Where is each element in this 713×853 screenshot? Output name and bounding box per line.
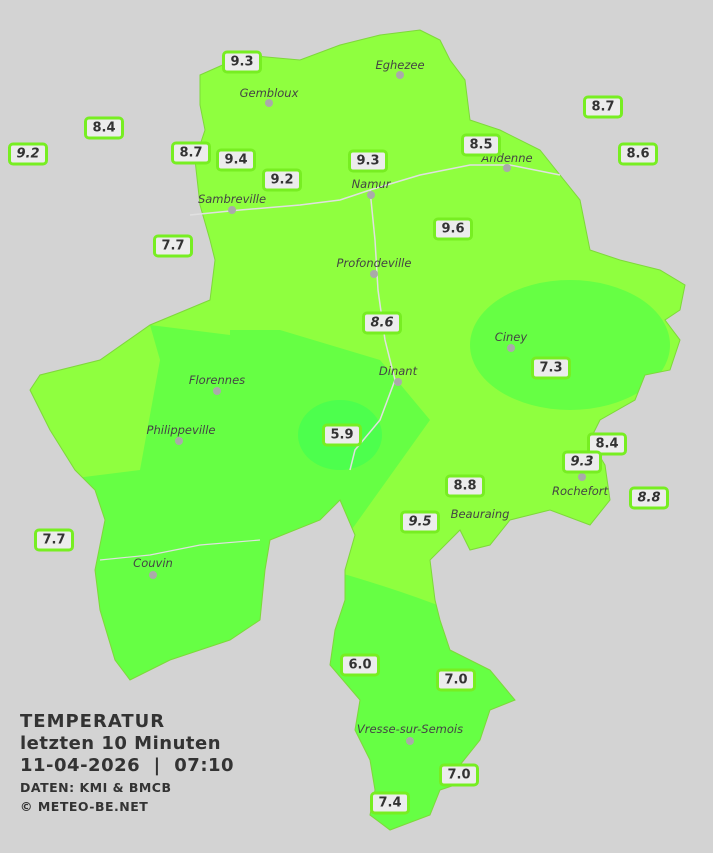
station-value: 9.3 — [222, 50, 262, 74]
legend-copyright: © METEO-BE.NET — [20, 799, 149, 814]
zone-mild-south — [320, 570, 520, 830]
station-value: 9.6 — [433, 217, 473, 241]
city-label: Gembloux — [239, 86, 299, 100]
city-label: Philippeville — [146, 423, 216, 437]
city-dot — [370, 270, 378, 278]
city-dot — [228, 206, 236, 214]
city-label: Profondeville — [336, 256, 412, 270]
legend-datetime: 11-04-2026 | 07:10 — [20, 755, 235, 776]
station-value: 7.0 — [439, 763, 479, 787]
city-dot — [394, 378, 402, 386]
station-value: 8.4 — [84, 116, 124, 140]
station-value: 7.3 — [531, 356, 571, 380]
city-dot — [406, 737, 414, 745]
station-value: 9.5 — [400, 510, 440, 534]
station-value: 7.4 — [370, 791, 410, 815]
city-dot — [175, 437, 183, 445]
station-value: 8.7 — [583, 95, 623, 119]
city-label: Sambreville — [197, 192, 267, 206]
zone-mild-ciney — [470, 280, 670, 410]
city-dot — [265, 99, 273, 107]
station-value: 6.0 — [340, 653, 380, 677]
city-dot — [503, 164, 511, 172]
city-dot — [396, 71, 404, 79]
city-label: Dinant — [378, 364, 418, 378]
legend-source: DATEN: KMI & BMCB — [20, 780, 172, 795]
station-value: 7.7 — [153, 234, 193, 258]
station-value: 9.4 — [216, 148, 256, 172]
station-value: 9.3 — [348, 149, 388, 173]
station-value: 7.0 — [436, 668, 476, 692]
station-value: 7.7 — [34, 528, 74, 552]
station-value: 5.9 — [322, 423, 362, 447]
city-label: Eghezee — [375, 58, 425, 72]
city-label: Namur — [351, 177, 391, 191]
city-dot — [149, 571, 157, 579]
station-value: 8.6 — [618, 142, 658, 166]
station-value: 8.4 — [587, 432, 627, 456]
city-label: Ciney — [494, 330, 528, 344]
city-dot — [213, 387, 221, 395]
station-value: 9.3 — [562, 450, 602, 474]
city-label: Florennes — [188, 373, 246, 387]
city-label: Beauraing — [450, 507, 510, 521]
station-value: 9.2 — [8, 142, 48, 166]
city-label: Couvin — [133, 556, 173, 570]
station-value: 8.7 — [171, 141, 211, 165]
city-dot — [507, 344, 515, 352]
city-label: Vresse-sur-Semois — [356, 722, 464, 736]
legend-subtitle: letzten 10 Minuten — [20, 733, 222, 754]
station-value: 8.6 — [362, 311, 402, 335]
city-label: Rochefort — [551, 484, 609, 498]
city-dot — [578, 473, 586, 481]
station-value: 8.8 — [445, 474, 485, 498]
city-dot — [367, 191, 375, 199]
station-value: 9.2 — [262, 168, 302, 192]
map-legend: TEMPERATUR letzten 10 Minuten 11-04-2026… — [20, 711, 234, 814]
station-value: 8.8 — [629, 486, 669, 510]
border-line — [99, 539, 261, 561]
station-value: 8.5 — [461, 133, 501, 157]
zone-mild-west — [60, 250, 430, 700]
legend-title: TEMPERATUR — [20, 711, 166, 732]
